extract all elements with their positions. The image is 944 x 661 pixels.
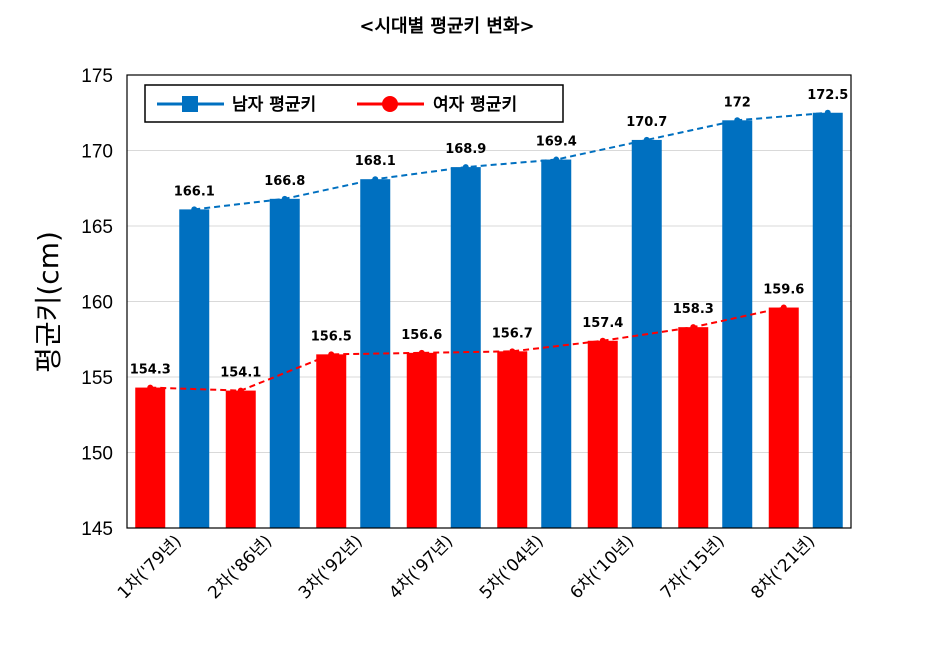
data-label-male: 168.9 bbox=[445, 142, 486, 157]
bar-male bbox=[269, 198, 300, 528]
trend-point-male bbox=[734, 117, 741, 124]
x-tick-label: 7차('15년) bbox=[657, 531, 729, 603]
x-tick-label: 3차('92년) bbox=[295, 531, 367, 603]
y-tick-label: 175 bbox=[81, 66, 113, 87]
bar-female bbox=[135, 387, 166, 528]
data-label-female: 158.3 bbox=[673, 302, 714, 317]
data-label-female: 156.5 bbox=[311, 329, 352, 344]
bar-female bbox=[225, 390, 256, 528]
x-tick-label: 1차('79년) bbox=[114, 531, 186, 603]
bar-female bbox=[316, 354, 347, 528]
data-label-male: 169.4 bbox=[536, 135, 577, 150]
legend: 남자 평균키 여자 평균키 bbox=[144, 84, 564, 123]
trend-point-male bbox=[643, 136, 650, 143]
x-tick-label: 4차('97년) bbox=[385, 531, 457, 603]
bar-male bbox=[179, 209, 210, 528]
legend-female-marker bbox=[382, 96, 398, 112]
data-label-female: 154.1 bbox=[220, 366, 261, 381]
trend-point-male bbox=[553, 156, 560, 163]
trend-point-female bbox=[237, 387, 244, 394]
data-label-male: 168.1 bbox=[355, 154, 396, 169]
bar-male bbox=[812, 112, 843, 528]
bar-male bbox=[541, 159, 572, 528]
bar-female bbox=[497, 351, 528, 528]
y-tick-label: 155 bbox=[81, 368, 113, 389]
data-labels: 154.3 166.1 154.1 166.8 156.5 168.1 156.6 168.9… bbox=[130, 88, 849, 381]
legend-male-marker bbox=[182, 96, 198, 112]
bar-male bbox=[722, 120, 753, 529]
legend-male-label: 남자 평균키 bbox=[232, 95, 316, 115]
trend-point-male bbox=[372, 176, 379, 183]
x-tick-label: 6차('10년) bbox=[566, 531, 638, 603]
x-tick-label: 2차('86년) bbox=[204, 531, 276, 603]
trend-point-male bbox=[462, 164, 469, 171]
bars bbox=[135, 112, 843, 529]
data-label-female: 159.6 bbox=[763, 283, 804, 298]
y-axis-label: 평균키(cm) bbox=[32, 231, 65, 373]
chart-title: <시대별 평균키 변화> bbox=[359, 16, 534, 37]
bar-female bbox=[768, 307, 799, 528]
trend-point-male bbox=[281, 195, 288, 202]
data-label-female: 156.6 bbox=[401, 328, 442, 343]
data-label-female: 156.7 bbox=[492, 326, 533, 341]
data-label-male: 172 bbox=[724, 95, 751, 110]
trend-point-female bbox=[509, 348, 516, 355]
data-label-male: 170.7 bbox=[626, 115, 667, 130]
y-tick-label: 165 bbox=[81, 217, 113, 238]
trend-point-female bbox=[780, 304, 787, 311]
y-axis-ticks: 145 150 155 160 165 170 175 bbox=[81, 66, 113, 540]
y-tick-label: 160 bbox=[81, 293, 113, 314]
y-tick-label: 145 bbox=[81, 519, 113, 540]
y-tick-label: 170 bbox=[81, 142, 113, 163]
trend-lines bbox=[147, 109, 831, 394]
bar-male bbox=[450, 167, 481, 529]
trend-point-male bbox=[824, 109, 831, 116]
data-label-male: 166.1 bbox=[174, 184, 215, 199]
trend-point-female bbox=[328, 351, 335, 358]
plot-area-border bbox=[126, 74, 852, 529]
data-label-male: 172.5 bbox=[807, 88, 848, 103]
trend-point-male bbox=[191, 206, 198, 213]
data-label-female: 157.4 bbox=[582, 316, 623, 331]
y-tick-label: 150 bbox=[81, 444, 113, 465]
data-label-female: 154.3 bbox=[130, 363, 171, 378]
bar-female bbox=[406, 352, 437, 528]
x-tick-label: 5차('04년) bbox=[476, 531, 548, 603]
x-axis-ticks: 1차('79년) 2차('86년) 3차('92년) 4차('97년) 5차('04년)… bbox=[114, 531, 819, 603]
x-tick-label: 8차('21년) bbox=[747, 531, 819, 603]
bar-female bbox=[678, 327, 709, 528]
trend-point-female bbox=[690, 324, 697, 331]
trend-point-female bbox=[147, 384, 154, 391]
trend-point-female bbox=[599, 337, 606, 344]
legend-female-label: 여자 평균키 bbox=[433, 95, 517, 115]
bar-female bbox=[587, 340, 618, 528]
trend-line-female bbox=[150, 306, 784, 392]
trend-line-male bbox=[194, 111, 828, 211]
data-label-male: 166.8 bbox=[264, 174, 305, 189]
plot-frame bbox=[126, 74, 852, 529]
trend-point-female bbox=[418, 349, 425, 356]
